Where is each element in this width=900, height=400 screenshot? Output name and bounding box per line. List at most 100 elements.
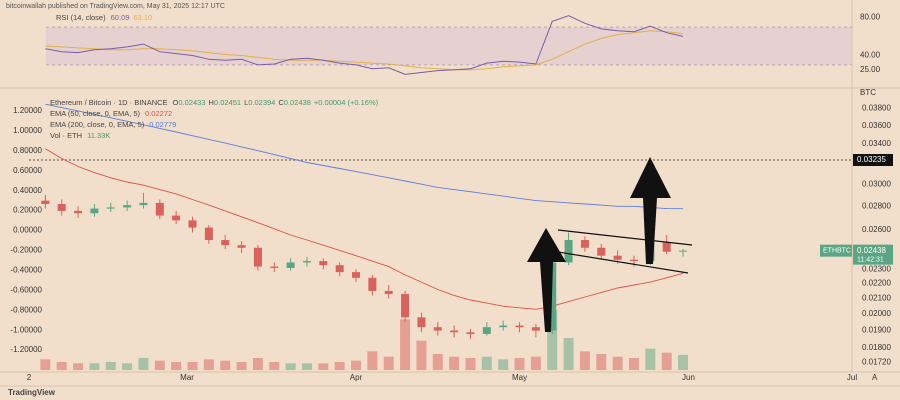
candle-body xyxy=(450,330,459,333)
left-tick-label: 1.00000 xyxy=(13,126,42,135)
symbol: Ethereum / Bitcoin · 1D · BINANCE xyxy=(50,98,168,107)
legend-name: RSI (14, close) xyxy=(56,13,106,22)
candle-body xyxy=(139,202,148,206)
last-price-label: 0.02438 xyxy=(857,246,886,255)
y-tick-label: 0.03000 xyxy=(862,179,891,188)
ohlc-value: 0.02451 xyxy=(214,98,241,107)
volume-bar xyxy=(334,362,345,370)
legend-value: 60.09 xyxy=(111,13,130,22)
legend-name: EMA (50, close, 0, EMA, 5) xyxy=(50,109,141,118)
candle-body xyxy=(482,327,491,334)
legend-entry: Vol · ETH 11.33K xyxy=(50,131,110,140)
rsi-tick-label: 80.00 xyxy=(860,13,881,22)
volume-bar xyxy=(73,363,84,370)
candle-body xyxy=(319,261,328,266)
volume-bar xyxy=(678,354,689,370)
volume-bar xyxy=(351,360,362,370)
candle-body xyxy=(90,208,99,214)
volume-bar xyxy=(612,356,623,370)
countdown: 11:42:31 xyxy=(857,256,884,263)
rsi-legend: RSI (14, close) 60.09 63.10 xyxy=(56,13,152,22)
left-tick-label: -0.20000 xyxy=(10,246,42,255)
y-tick-label: 0.01800 xyxy=(862,343,891,352)
legend-value: 0.02272 xyxy=(145,109,172,118)
change: +0.00004 (+0.16%) xyxy=(314,98,379,107)
candle-body xyxy=(580,240,589,248)
candle-body xyxy=(188,220,197,228)
ohlc-label: C xyxy=(278,98,284,107)
ohlc-value: 0.02433 xyxy=(178,98,205,107)
candle-body xyxy=(679,250,688,252)
ohlc-label: O xyxy=(173,98,179,107)
rsi-line xyxy=(45,15,684,75)
ohlc-label: H xyxy=(209,98,214,107)
ema-line xyxy=(45,148,684,310)
candle-body xyxy=(335,265,344,273)
volume-bar xyxy=(481,356,492,370)
left-tick-label: 0.00000 xyxy=(13,226,42,235)
rsi-tick-label: 25.00 xyxy=(860,65,881,74)
arrow xyxy=(630,157,671,264)
price-line-label: 0.03235 xyxy=(857,155,886,164)
y-tick-label: 0.02000 xyxy=(862,309,891,318)
arrow xyxy=(527,228,566,332)
left-tick-label: -1.20000 xyxy=(10,345,42,354)
candle-body xyxy=(270,266,279,268)
candle-body xyxy=(74,210,83,214)
volume-bar xyxy=(171,362,182,370)
volume-bar xyxy=(269,362,280,370)
plot-area: 80.00 40.00 25.00 0.03800 0.03600 0.03400 0.03… xyxy=(10,13,893,382)
y-tick-label: 0.01900 xyxy=(862,326,891,335)
candle-body xyxy=(155,202,164,216)
left-tick-label: -0.60000 xyxy=(10,285,42,294)
left-tick-label: -1.00000 xyxy=(10,325,42,334)
volume-bar xyxy=(301,363,312,370)
candle-body xyxy=(401,293,410,318)
x-tick-label: Jun xyxy=(682,373,695,382)
volume-bar xyxy=(465,358,476,370)
volume-bar xyxy=(203,359,214,370)
candle-body xyxy=(466,332,475,334)
candle-body xyxy=(564,240,573,263)
legend-value: 63.10 xyxy=(133,13,152,22)
ohlc-value: 0.02394 xyxy=(248,98,275,107)
pair-label: ETHBTC xyxy=(823,247,851,254)
candle-body xyxy=(384,290,393,294)
volume-bar xyxy=(236,362,247,370)
candle-body xyxy=(172,215,181,221)
price-line-box xyxy=(853,153,893,166)
candle-body xyxy=(123,205,132,208)
volume-bar xyxy=(498,359,509,370)
rsi-tick-label: 40.00 xyxy=(860,51,881,60)
candle-body xyxy=(433,327,442,331)
volume-bar xyxy=(530,356,541,370)
candle-body xyxy=(417,317,426,328)
volume-bar xyxy=(252,358,263,370)
legend-value: 0.02779 xyxy=(149,120,176,129)
volume-bar xyxy=(367,351,378,370)
volume-bar xyxy=(220,360,231,370)
legend-name: EMA (200, close, 0, EMA, 5) xyxy=(50,120,145,129)
volume-bar xyxy=(563,338,574,370)
left-tick-label: 0.20000 xyxy=(13,206,42,215)
candle-body xyxy=(352,272,361,278)
pair-box xyxy=(820,244,852,257)
last-price-box xyxy=(853,244,893,265)
legend-name: Vol · ETH xyxy=(50,131,82,140)
y-tick-label: 0.02200 xyxy=(862,279,891,288)
volume-bar xyxy=(661,352,672,370)
y-tick-label: 0.03400 xyxy=(862,139,891,148)
legend-entry: EMA (50, close, 0, EMA, 5) 0.02272 xyxy=(50,109,172,118)
legend-value: 11.33K xyxy=(87,131,110,140)
volume-bar xyxy=(122,363,133,370)
volume-bar xyxy=(40,359,51,370)
y-tick-label: 0.03600 xyxy=(862,121,891,130)
candle-body xyxy=(597,247,606,256)
left-tick-label: -0.40000 xyxy=(10,265,42,274)
volume-bar xyxy=(400,319,411,370)
volume-bar xyxy=(596,354,607,370)
volume-bar xyxy=(154,360,165,370)
ohlc-label: L xyxy=(244,98,248,107)
candle-body xyxy=(662,242,671,252)
volume-bar xyxy=(579,351,590,370)
